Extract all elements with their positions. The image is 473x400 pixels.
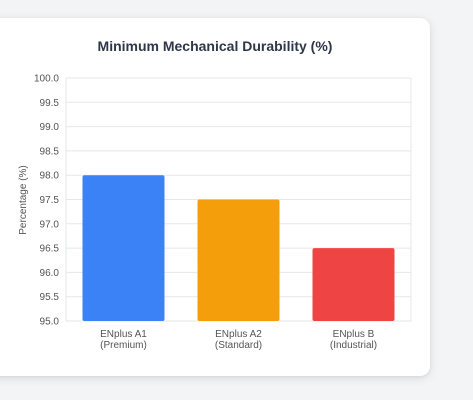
axes: 95.0 95.5 96.0 96.5 97.0 97.5 98.0 98.5 99.0 99.5… xyxy=(34,74,377,352)
bars xyxy=(82,175,395,322)
x-tick-label: (Industrial) xyxy=(330,340,377,351)
x-tick-label: ENplus A1 xyxy=(100,329,147,340)
y-tick-label: 98.0 xyxy=(40,171,60,182)
y-tick-label: 95.5 xyxy=(40,292,60,303)
bar-1[interactable] xyxy=(82,175,165,321)
bar-3[interactable] xyxy=(312,248,395,321)
x-tick-label: ENplus B xyxy=(333,329,375,340)
y-tick-label: 99.0 xyxy=(40,122,60,133)
bar-2[interactable] xyxy=(197,199,280,322)
x-tick-label: ENplus A2 xyxy=(215,329,262,340)
y-tick-label: 96.5 xyxy=(40,244,60,255)
y-tick-label: 96.0 xyxy=(40,268,60,279)
y-tick-label: 97.5 xyxy=(40,195,60,206)
y-tick-label: 99.5 xyxy=(40,98,60,109)
y-tick-label: 100.0 xyxy=(34,74,59,85)
y-tick-label: 97.0 xyxy=(40,219,60,230)
chart-title: Minimum Mechanical Durability (%) xyxy=(97,38,333,54)
y-axis-title: Percentage (%) xyxy=(18,165,29,234)
y-tick-label: 95.0 xyxy=(40,317,60,328)
x-tick-label: (Premium) xyxy=(100,340,147,351)
x-tick-label: (Standard) xyxy=(215,340,262,351)
y-tick-label: 98.5 xyxy=(40,146,60,157)
